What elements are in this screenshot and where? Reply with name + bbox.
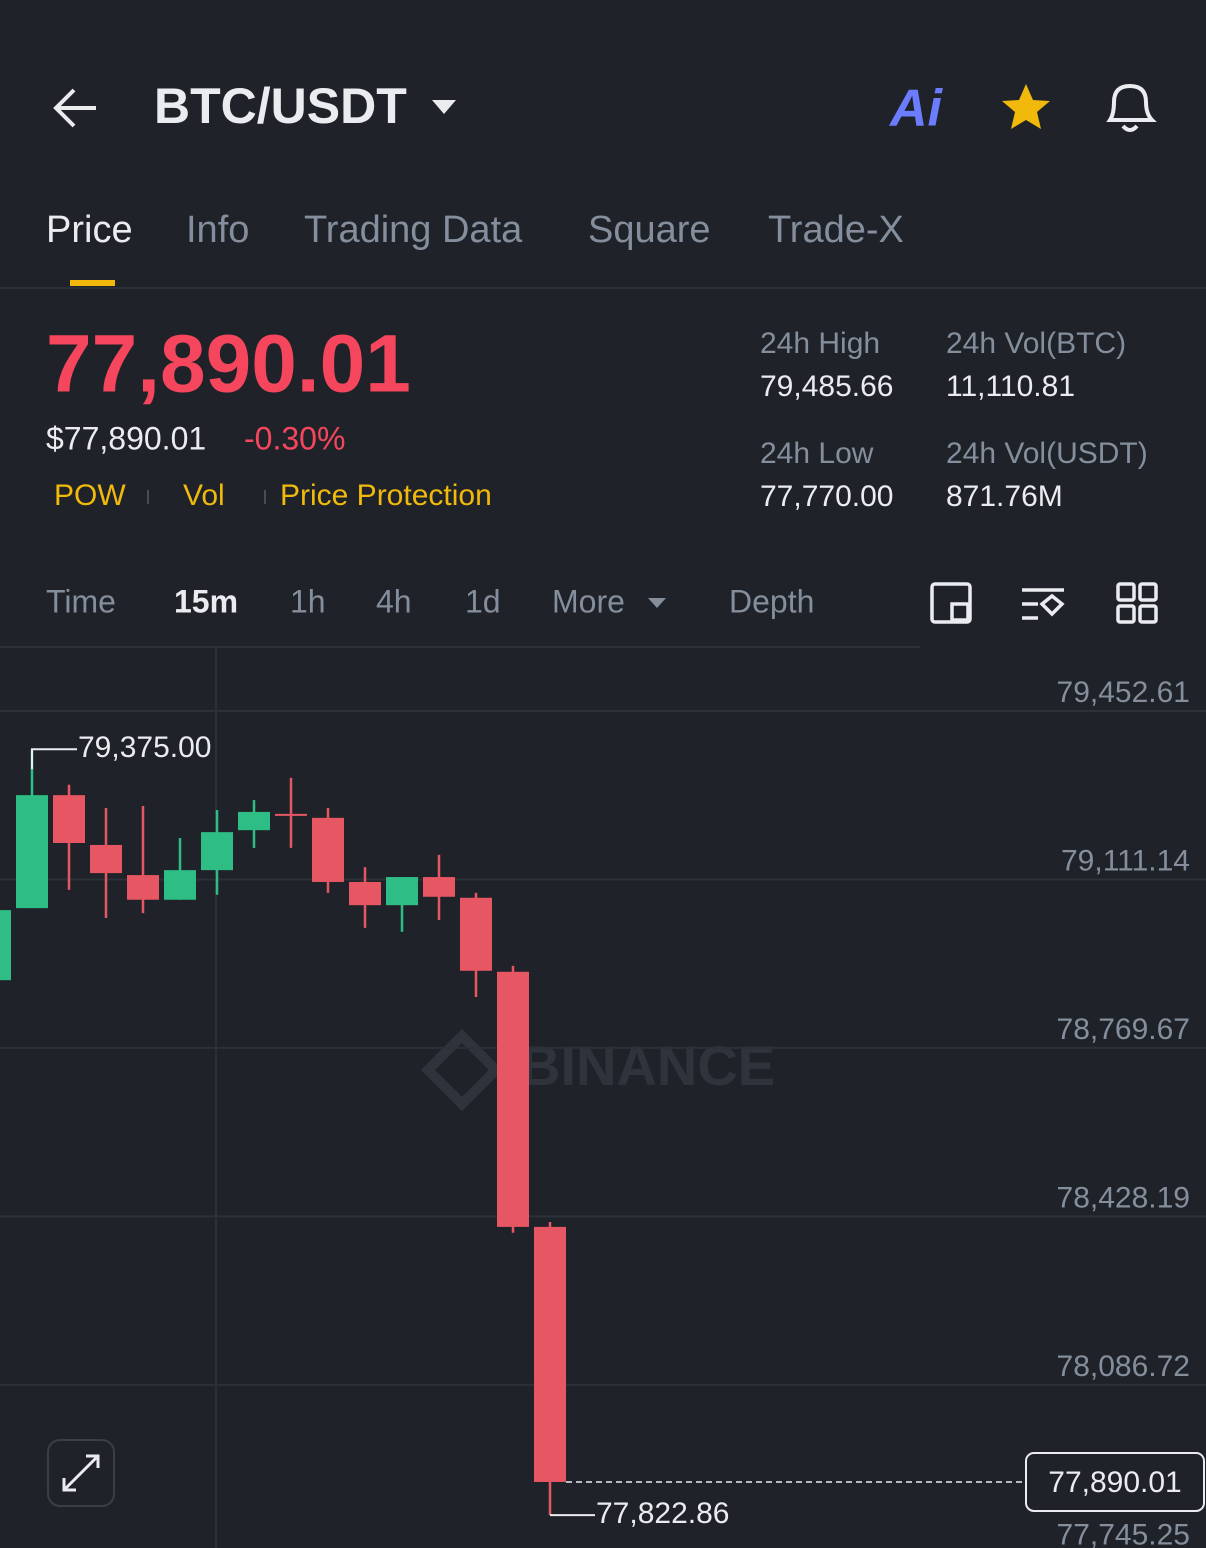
interval[interactable]: More	[552, 583, 625, 619]
candle-body	[534, 1226, 566, 1482]
tag[interactable]: Price Protection	[280, 479, 492, 512]
stat-value: 77,770.00	[760, 480, 893, 513]
stat-label: 24h Low	[760, 437, 874, 470]
candle-body	[53, 795, 85, 844]
candle-body	[164, 870, 196, 900]
tab[interactable]: Price	[46, 209, 133, 251]
watermark-logo	[420, 1028, 504, 1112]
candle-body	[201, 832, 233, 871]
candle-body	[386, 877, 418, 906]
candle-body	[90, 844, 122, 874]
candle-body	[238, 811, 270, 831]
high-label: 79,375.00	[78, 731, 211, 764]
interval[interactable]: 1d	[465, 583, 501, 619]
stat-label: 24h Vol(BTC)	[946, 327, 1126, 360]
fiat-price: $77,890.01	[46, 420, 206, 456]
last-price: 77,890.01	[46, 319, 411, 410]
y-tick-label: 78,428.19	[1057, 1181, 1190, 1214]
candle-body	[460, 897, 492, 971]
y-tick-label: 77,745.25	[1057, 1518, 1190, 1548]
interval[interactable]: 4h	[376, 583, 412, 619]
low-label: 77,822.86	[596, 1497, 729, 1530]
stat-value: 11,110.81	[946, 370, 1075, 403]
candle-body	[423, 877, 455, 897]
tag[interactable]: POW	[54, 479, 126, 512]
price-change: -0.30%	[244, 420, 345, 456]
last-price-box	[1025, 1451, 1205, 1512]
candle-body	[312, 817, 344, 882]
tab-indicator	[70, 280, 115, 286]
pair-caret[interactable]	[432, 100, 456, 114]
ai-icon[interactable]: Ai	[888, 80, 944, 138]
interval[interactable]: Time	[46, 583, 116, 619]
watermark: BINANCE	[520, 1034, 775, 1097]
stat-value: 871.76M	[946, 480, 1063, 513]
stat-value: 79,485.66	[760, 370, 893, 403]
stat-label: 24h Vol(USDT)	[946, 437, 1148, 470]
candle-body	[127, 875, 159, 900]
candle-body	[349, 881, 381, 906]
stat-label: 24h High	[760, 327, 880, 360]
tab[interactable]: Trading Data	[304, 209, 523, 251]
y-tick-label: 79,111.14	[1061, 844, 1190, 877]
star-icon[interactable]	[1002, 84, 1050, 129]
more-caret[interactable]	[648, 598, 666, 608]
tab[interactable]: Trade-X	[768, 209, 904, 251]
candle-body	[497, 971, 529, 1227]
tab[interactable]: Square	[588, 209, 711, 251]
candle-body	[16, 795, 48, 909]
interval[interactable]: 1h	[290, 583, 326, 619]
candle-body	[275, 813, 307, 816]
expand-icon[interactable]	[62, 1454, 100, 1492]
tag[interactable]: Vol	[183, 479, 225, 512]
last-price-label: 77,890.01	[1048, 1466, 1181, 1499]
candle-body	[0, 910, 11, 981]
tab[interactable]: Info	[186, 209, 249, 251]
high-marker	[31, 748, 77, 770]
bell-icon[interactable]	[1106, 83, 1157, 132]
interval[interactable]: Depth	[729, 583, 814, 619]
y-tick-label: 78,086.72	[1057, 1350, 1190, 1383]
pair[interactable]: BTC/USDT	[154, 78, 407, 134]
y-tick-label: 78,769.67	[1057, 1013, 1190, 1046]
toolbar-icons[interactable]	[930, 582, 1158, 624]
back-icon[interactable]	[53, 88, 96, 128]
y-tick-label: 79,452.61	[1057, 676, 1190, 709]
interval[interactable]: 15m	[174, 583, 238, 619]
